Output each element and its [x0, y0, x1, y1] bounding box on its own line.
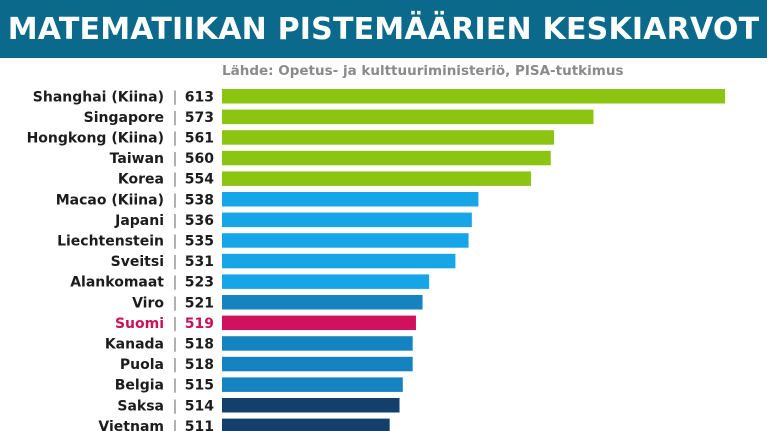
value-label: 538: [185, 192, 214, 208]
value-label: 514: [185, 398, 214, 414]
category-label: Macao (Kiina): [56, 192, 164, 208]
label-separator: |: [173, 110, 178, 126]
bar-macao-kiina: [222, 192, 479, 207]
label-separator: |: [173, 316, 178, 332]
bar-puola: [222, 356, 413, 372]
value-label: 515: [185, 378, 214, 394]
label-separator: |: [173, 295, 178, 311]
category-label: Alankomaat: [70, 275, 164, 291]
label-separator: |: [173, 357, 178, 373]
chart-header: MATEMATIIKAN PISTEMÄÄRIEN KESKIARVOT: [0, 0, 767, 58]
value-label: 536: [185, 213, 214, 229]
value-label: 560: [185, 151, 214, 167]
bar-suomi: [222, 315, 416, 331]
bar-alankomaat: [222, 274, 430, 289]
label-separator: |: [173, 336, 178, 352]
value-label: 521: [185, 295, 214, 311]
category-label: Korea: [118, 172, 164, 188]
category-label: Vietnam: [98, 419, 164, 431]
label-separator: |: [173, 213, 178, 229]
category-label: Saksa: [117, 398, 164, 414]
bar-japani: [222, 212, 472, 228]
category-label: Sveitsi: [111, 254, 164, 270]
bar-kanada: [222, 336, 413, 351]
bar-korea: [222, 171, 532, 186]
category-label: Liechtenstein: [57, 233, 164, 249]
value-label: 535: [185, 233, 214, 249]
label-separator: |: [173, 398, 178, 414]
value-label: 523: [185, 275, 214, 291]
bar-hongkong-kiina: [222, 130, 555, 145]
category-label: Shanghai (Kiina): [33, 89, 164, 105]
value-label: 561: [185, 130, 214, 146]
value-label: 518: [185, 336, 214, 352]
label-separator: |: [173, 172, 178, 188]
label-separator: |: [173, 192, 178, 208]
value-label: 554: [185, 172, 214, 188]
bar-vietnam: [222, 418, 390, 431]
label-separator: |: [173, 419, 178, 431]
bar-singapore: [222, 109, 594, 125]
bar-belgia: [222, 377, 403, 392]
bar-saksa: [222, 398, 400, 413]
category-label: Belgia: [115, 378, 164, 394]
category-label: Japani: [114, 213, 164, 229]
value-label: 613: [185, 89, 214, 105]
bar-viro: [222, 295, 423, 310]
category-label: Taiwan: [110, 151, 164, 167]
label-separator: |: [173, 151, 178, 167]
bar-liechtenstein: [222, 233, 469, 248]
bar-sveitsi: [222, 253, 456, 269]
value-label: 573: [185, 110, 214, 126]
bar-taiwan: [222, 150, 551, 166]
category-label: Singapore: [84, 110, 164, 126]
label-separator: |: [173, 89, 178, 105]
chart-source: Lähde: Opetus- ja kulttuuriministeriö, P…: [222, 63, 624, 79]
label-separator: |: [173, 233, 178, 249]
category-label: Puola: [120, 357, 164, 373]
value-label: 519: [185, 316, 214, 332]
value-label: 518: [185, 357, 214, 373]
label-separator: |: [173, 275, 178, 291]
value-label: 511: [185, 419, 214, 431]
chart-title: MATEMATIIKAN PISTEMÄÄRIEN KESKIARVOT: [7, 11, 760, 47]
label-separator: |: [173, 254, 178, 270]
value-label: 531: [185, 254, 214, 270]
category-label: Kanada: [105, 336, 164, 352]
label-separator: |: [173, 130, 178, 146]
category-label: Suomi: [115, 316, 164, 332]
category-label: Viro: [132, 295, 164, 311]
bar-shanghai-kiina: [222, 89, 725, 104]
category-label: Hongkong (Kiina): [27, 130, 164, 146]
label-separator: |: [173, 378, 178, 394]
